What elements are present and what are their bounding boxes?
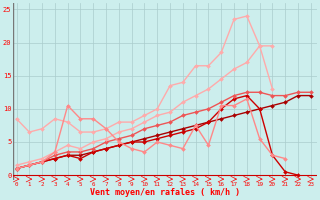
X-axis label: Vent moyen/en rafales ( km/h ): Vent moyen/en rafales ( km/h ): [90, 188, 240, 197]
